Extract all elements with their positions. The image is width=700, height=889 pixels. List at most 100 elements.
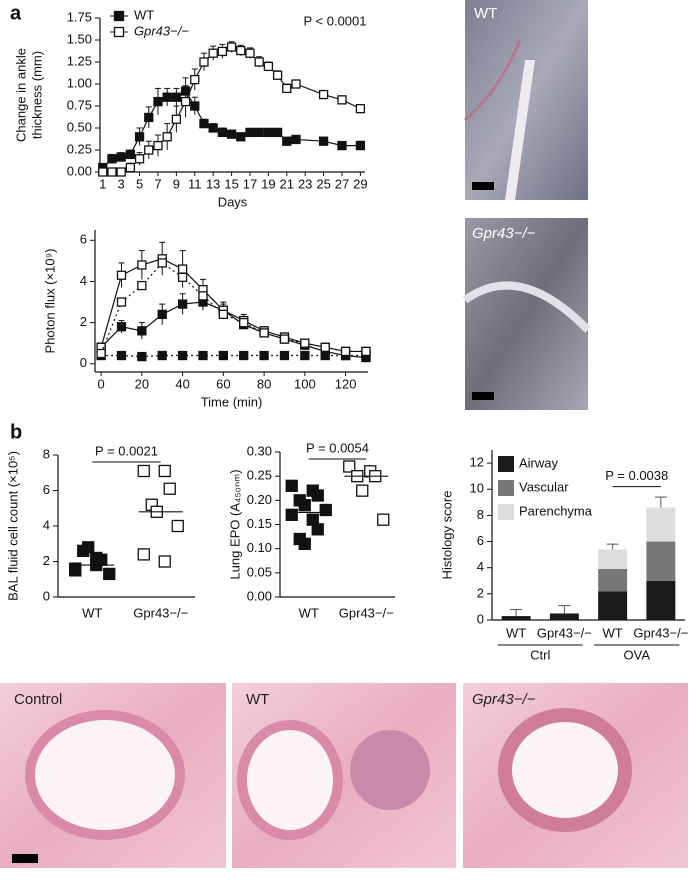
marker [162, 92, 172, 102]
y-axis-label: Change in ankle [13, 48, 28, 142]
y-tick-label: 0.20 [247, 492, 272, 507]
y-tick-label: 0.00 [67, 163, 92, 178]
marker [285, 479, 298, 492]
x-tick-label: 29 [353, 176, 367, 191]
y-axis-label: BAL fluid cell count (×10⁵) [5, 451, 20, 601]
y-tick-label: 6 [43, 482, 50, 497]
marker [199, 57, 209, 67]
marker [153, 96, 163, 107]
y-tick-label: 0.10 [247, 540, 272, 555]
y-tick-label: 0.25 [67, 141, 92, 156]
marker [291, 134, 301, 145]
x-axis-label: Days [218, 194, 248, 209]
image-label: Control [14, 691, 62, 708]
marker [282, 83, 292, 94]
marker [134, 154, 145, 164]
marker [113, 10, 125, 22]
marker [245, 127, 255, 138]
marker [300, 338, 310, 348]
bar-segment [646, 541, 676, 581]
marker [254, 57, 264, 67]
marker [337, 95, 347, 105]
marker [103, 567, 116, 581]
marker [337, 140, 347, 151]
y-tick-label: 1.00 [67, 75, 92, 90]
bar-segment [549, 613, 579, 620]
marker [263, 61, 274, 72]
x-tick-label: 15 [224, 176, 238, 191]
marker [107, 154, 117, 164]
legend-swatch [498, 456, 514, 472]
marker [218, 309, 229, 320]
marker [356, 484, 369, 497]
marker [198, 291, 208, 301]
y-tick-label: 10 [470, 481, 484, 496]
marker [236, 45, 246, 56]
annotation: P = 0.0054 [306, 440, 369, 455]
bar-segment [598, 569, 628, 592]
marker [137, 548, 150, 561]
marker [361, 346, 371, 357]
image-label: Gpr43−/− [472, 691, 536, 708]
y-tick-label: 0.75 [67, 97, 92, 112]
marker [116, 322, 127, 332]
marker [279, 334, 290, 344]
marker [320, 350, 330, 361]
marker [190, 101, 200, 111]
marker [137, 260, 147, 270]
y-tick-label: 1.75 [67, 9, 92, 24]
airway [237, 720, 343, 840]
legend-swatch [498, 480, 514, 496]
group-label: Ctrl [530, 647, 550, 662]
marker [340, 346, 351, 357]
x-tick-label: Gpr43−/− [339, 605, 394, 620]
marker [144, 145, 154, 155]
marker [137, 464, 150, 478]
x-tick-label: 21 [280, 176, 294, 191]
marker [90, 551, 103, 565]
series-line [100, 258, 366, 353]
marker [355, 140, 366, 151]
marker [134, 132, 145, 142]
y-tick-label: 2 [80, 314, 87, 329]
marker [245, 48, 255, 58]
marker [113, 26, 125, 38]
marker [180, 96, 191, 107]
y-tick-label: 0.15 [247, 516, 272, 531]
legend-swatch [498, 504, 514, 520]
marker [259, 350, 269, 361]
y-tick-label: 0 [477, 611, 484, 626]
x-tick-label: Gpr43−/− [633, 625, 688, 640]
marker [320, 342, 330, 352]
x-tick-label: 120 [335, 376, 357, 391]
marker [98, 167, 108, 177]
y-tick-label: 12 [470, 455, 484, 470]
x-tick-label: 1 [99, 176, 106, 191]
marker [158, 464, 171, 478]
bar-segment [646, 507, 676, 542]
marker [116, 152, 126, 162]
marker [208, 48, 218, 58]
marker [137, 351, 147, 362]
x-tick-label: 25 [316, 176, 330, 191]
bar-segment [501, 616, 531, 620]
x-tick-label: 80 [257, 376, 271, 391]
marker [298, 537, 311, 550]
image-label: WT [246, 691, 269, 708]
scale-bar [12, 854, 38, 863]
marker [236, 132, 246, 142]
marker [226, 129, 237, 139]
marker [125, 149, 136, 160]
y-tick-label: 8 [477, 507, 484, 522]
marker [177, 350, 188, 361]
marker [377, 513, 390, 526]
marker [116, 297, 127, 307]
marker [226, 42, 237, 52]
marker [285, 508, 298, 521]
y-tick-label: 0 [43, 588, 50, 603]
y-tick-label: 0.50 [67, 119, 92, 134]
x-tick-label: 5 [136, 176, 143, 191]
bar-segment [598, 591, 628, 620]
annotation: P = 0.0021 [95, 443, 158, 458]
